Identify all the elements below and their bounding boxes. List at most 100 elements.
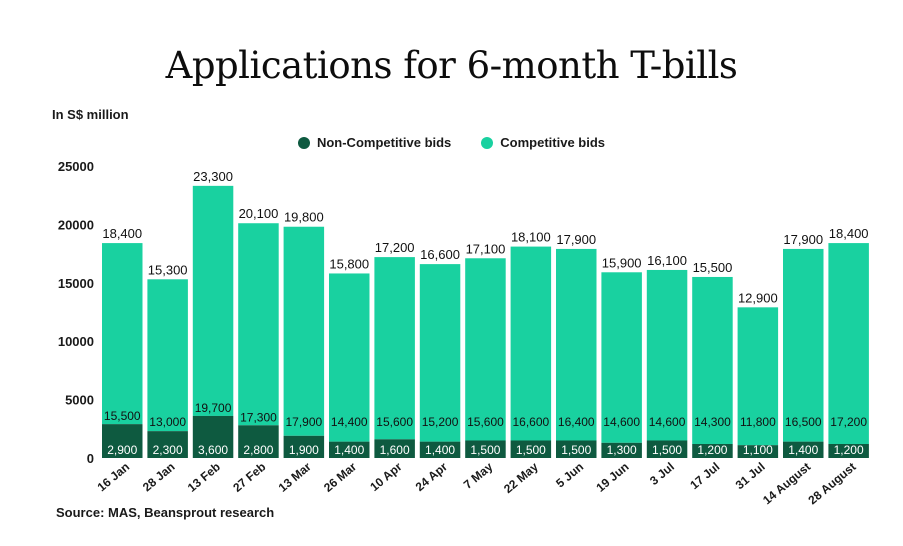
x-tick-label-6: 10 Apr [367,459,405,494]
competitive-label-9: 16,600 [512,415,549,429]
y-axis-label: In S$ million [52,107,129,122]
x-tick-label-16: 28 August [805,460,858,508]
non-competitive-label-13: 1,200 [697,443,727,457]
legend-swatch-competitive [481,136,494,149]
competitive-label-10: 16,400 [558,415,595,429]
non-competitive-label-10: 1,500 [561,443,591,457]
total-label-2: 23,300 [193,169,233,184]
competitive-label-12: 14,600 [649,415,686,429]
legend-label-non-competitive: Non-Competitive bids [316,135,452,150]
competitive-label-7: 15,200 [422,415,459,429]
x-tick-label-1: 28 Jan [140,460,178,495]
total-label-7: 16,600 [420,247,460,262]
non-competitive-label-1: 2,300 [153,443,183,457]
total-label-0: 18,400 [102,226,142,241]
non-competitive-label-6: 1,600 [380,443,410,457]
bar-non-competitive-1 [147,431,188,458]
total-label-13: 15,500 [693,260,733,275]
bar-competitive-0 [102,243,143,425]
non-competitive-label-0: 2,900 [107,443,137,457]
bar-non-competitive-8 [465,440,506,458]
bar-non-competitive-0 [102,424,143,458]
non-competitive-label-5: 1,400 [334,443,364,457]
x-tick-label-12: 3 Jul [647,460,677,488]
y-tick-label-2: 10000 [58,334,94,349]
x-tick-label-2: 13 Feb [185,460,223,495]
bar-competitive-6 [374,257,415,440]
x-tick-label-10: 5 Jun [553,460,586,491]
bar-non-competitive-15 [783,441,824,458]
competitive-label-3: 17,300 [240,410,277,424]
total-label-14: 12,900 [738,290,778,305]
bar-non-competitive-14 [737,445,779,458]
non-competitive-label-3: 2,800 [243,443,273,457]
non-competitive-label-8: 1,500 [470,443,500,457]
bar-competitive-8 [465,258,506,441]
bar-non-competitive-13 [692,443,733,458]
competitive-label-0: 15,500 [104,409,141,423]
bar-non-competitive-4 [283,435,325,458]
y-tick-label-4: 20000 [58,217,94,232]
bar-non-competitive-11 [601,442,642,458]
non-competitive-label-7: 1,400 [425,443,455,457]
competitive-label-6: 15,600 [376,415,413,429]
non-competitive-label-12: 1,500 [652,443,682,457]
bar-competitive-13 [692,276,733,444]
legend-item-non-competitive: Non-Competitive bids [297,135,452,150]
legend-item-competitive: Competitive bids [481,135,605,150]
total-label-8: 17,100 [466,241,506,256]
non-competitive-label-9: 1,500 [516,443,546,457]
x-tick-label-0: 16 Jan [95,460,133,495]
bar-non-competitive-9 [510,440,552,458]
y-tick-label-3: 15000 [58,276,94,291]
competitive-label-8: 15,600 [467,415,504,429]
bar-non-competitive-12 [646,440,688,458]
bar-competitive-4 [283,226,325,436]
total-label-16: 18,400 [829,226,869,241]
y-tick-label-1: 5000 [65,393,94,408]
bar-non-competitive-3 [238,425,279,458]
competitive-label-11: 14,600 [603,415,640,429]
x-tick-label-8: 7 May [461,459,496,491]
total-label-3: 20,100 [239,206,279,221]
competitive-label-1: 13,000 [149,415,186,429]
bar-competitive-3 [238,223,279,426]
total-label-5: 15,800 [329,256,369,271]
total-label-1: 15,300 [148,262,188,277]
bar-competitive-16 [828,243,869,444]
legend-label-competitive: Competitive bids [500,135,606,150]
total-label-11: 15,900 [602,255,642,270]
x-tick-label-11: 19 Jun [593,460,631,495]
non-competitive-label-4: 1,900 [289,443,319,457]
x-tick-label-14: 31 Jul [733,460,768,493]
x-tick-label-13: 17 Jul [687,460,722,493]
bar-non-competitive-10 [556,440,597,458]
non-competitive-label-11: 1,300 [607,443,637,457]
bar-non-competitive-5 [329,441,370,458]
bar-competitive-10 [556,248,597,441]
bar-competitive-5 [329,273,370,442]
competitive-label-14: 11,800 [740,415,776,429]
total-label-10: 17,900 [556,232,596,247]
competitive-label-5: 14,400 [331,415,368,429]
source-note: Source: MAS, Beansprout research [56,505,275,520]
total-label-4: 19,800 [284,210,324,225]
non-competitive-label-14: 1,100 [743,443,773,457]
competitive-label-4: 17,900 [285,415,322,429]
bar-competitive-11 [601,272,642,443]
x-tick-label-9: 22 May [501,459,541,496]
x-tick-label-5: 26 Mar [321,459,359,494]
total-label-12: 16,100 [647,253,687,268]
non-competitive-label-16: 1,200 [834,443,864,457]
bar-non-competitive-7 [419,441,461,458]
total-label-15: 17,900 [783,232,823,247]
competitive-label-2: 19,700 [195,401,232,415]
bar-non-competitive-2 [192,415,234,458]
bar-competitive-1 [147,279,188,432]
non-competitive-label-15: 1,400 [788,443,818,457]
competitive-label-15: 16,500 [785,415,822,429]
x-tick-label-4: 13 Mar [276,459,314,494]
bar-competitive-7 [419,264,461,442]
bar-competitive-14 [737,307,779,446]
x-tick-label-7: 24 Apr [413,459,451,494]
